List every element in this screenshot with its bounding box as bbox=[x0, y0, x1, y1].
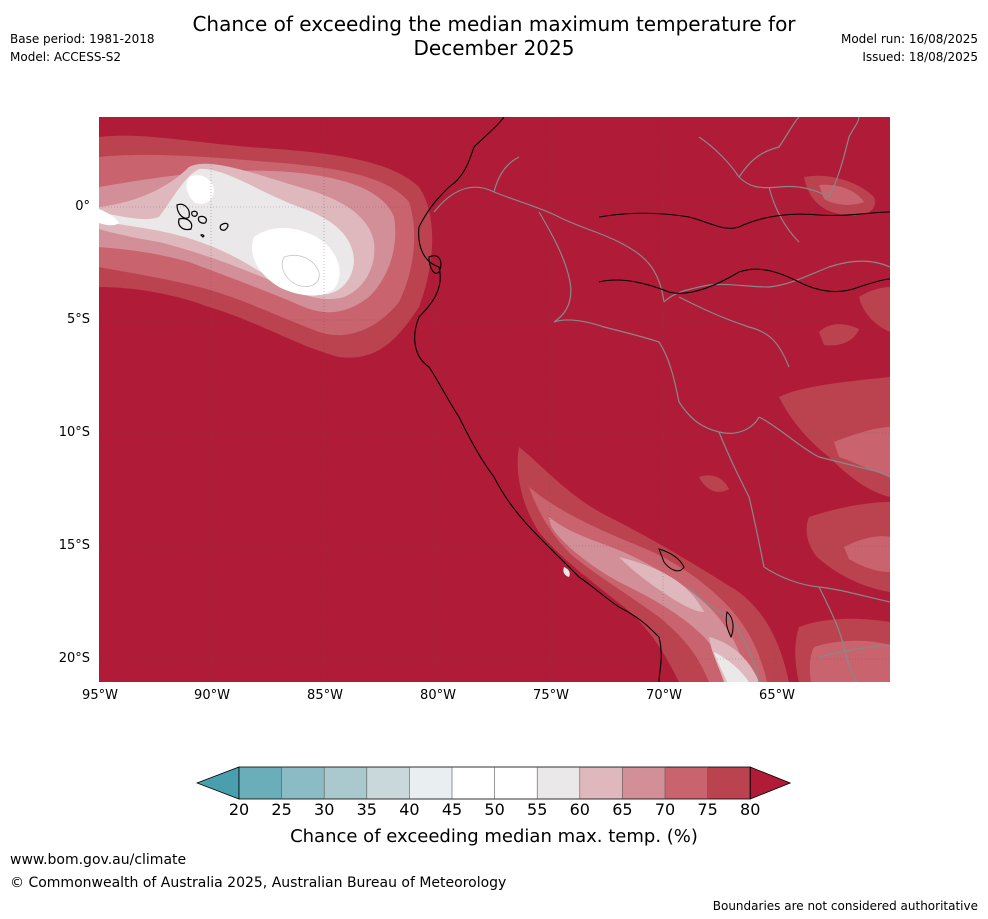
map-title-line2: December 2025 bbox=[413, 36, 575, 60]
lat-label-0: 0° bbox=[75, 199, 90, 214]
graticule bbox=[99, 117, 890, 682]
colorbar-tick-label: 55 bbox=[527, 800, 548, 819]
issued-text: Issued: 18/08/2025 bbox=[862, 50, 978, 64]
lon-label-75w: 75°W bbox=[533, 688, 569, 703]
map-title: Chance of exceeding the median maximum t… bbox=[0, 12, 988, 60]
colorbar-tick-label: 20 bbox=[228, 800, 250, 819]
lake-titicaca bbox=[658, 548, 734, 639]
colorbar-label: Chance of exceeding median max. temp. (%… bbox=[290, 826, 698, 847]
colorbar-tick-label: 40 bbox=[399, 800, 420, 819]
map-title-line1: Chance of exceeding the median maximum t… bbox=[192, 12, 796, 36]
colorbar-segment bbox=[366, 767, 410, 799]
lon-label-95w: 95°W bbox=[82, 688, 118, 703]
footer-copyright: © Commonwealth of Australia 2025, Austra… bbox=[10, 875, 507, 891]
colorbar bbox=[196, 766, 792, 800]
pacific-probability-region bbox=[99, 135, 433, 358]
colorbar-segment bbox=[324, 767, 367, 799]
colorbar-segment bbox=[494, 767, 538, 799]
colorbar-tick-label: 25 bbox=[271, 800, 292, 819]
colorbar-segment bbox=[537, 767, 580, 799]
model-run-text: Model run: 16/08/2025 bbox=[840, 32, 978, 46]
andes-probability-band bbox=[517, 447, 789, 682]
colorbar-tick-label: 60 bbox=[569, 800, 590, 819]
lat-label-10s: 10°S bbox=[58, 425, 90, 440]
lon-label-65w: 65°W bbox=[759, 688, 795, 703]
map-panel bbox=[99, 117, 890, 682]
continental-probability-patches bbox=[699, 175, 890, 682]
galapagos-islands bbox=[176, 203, 229, 238]
colorbar-segment bbox=[665, 767, 708, 799]
colorbar-segment bbox=[579, 767, 623, 799]
meta-left: Base period: 1981-2018 Model: ACCESS-S2 bbox=[10, 30, 155, 66]
colorbar-segment bbox=[281, 767, 325, 799]
base-period-text: Base period: 1981-2018 bbox=[10, 32, 155, 46]
meta-right: Model run: 16/08/2025 Issued: 18/08/2025 bbox=[841, 30, 978, 66]
colorbar-segment bbox=[239, 767, 282, 799]
footer-url: www.bom.gov.au/climate bbox=[10, 852, 187, 868]
colorbar-low-extend bbox=[196, 766, 240, 800]
colorbar-tick-label: 45 bbox=[441, 800, 463, 819]
colorbar-tick-label: 80 bbox=[740, 800, 761, 819]
country-boundaries bbox=[433, 117, 890, 682]
lat-label-5s: 5°S bbox=[66, 312, 90, 327]
colorbar-segment bbox=[707, 767, 751, 799]
colorbar-tick-label: 35 bbox=[356, 800, 377, 819]
colorbar-tick-label: 30 bbox=[314, 800, 335, 819]
colorbar-tick-label: 75 bbox=[697, 800, 718, 819]
colorbar-tick-label: 65 bbox=[612, 800, 633, 819]
colorbar-high-extend bbox=[749, 766, 792, 800]
model-text: Model: ACCESS-S2 bbox=[10, 50, 122, 64]
lon-label-90w: 90°W bbox=[194, 688, 230, 703]
colorbar-tick-label: 70 bbox=[654, 800, 676, 819]
footer-disclaimer: Boundaries are not considered authoritat… bbox=[712, 899, 978, 913]
colorbar-segment bbox=[622, 767, 665, 799]
coastlines bbox=[414, 117, 890, 682]
lon-label-85w: 85°W bbox=[307, 688, 343, 703]
lat-label-20s: 20°S bbox=[58, 651, 90, 666]
colorbar-segment bbox=[409, 767, 452, 799]
lon-label-80w: 80°W bbox=[420, 688, 456, 703]
colorbar-segment bbox=[452, 767, 495, 799]
colorbar-tick-label: 50 bbox=[484, 800, 505, 819]
lat-label-15s: 15°S bbox=[58, 538, 90, 553]
lon-label-70w: 70°W bbox=[646, 688, 682, 703]
